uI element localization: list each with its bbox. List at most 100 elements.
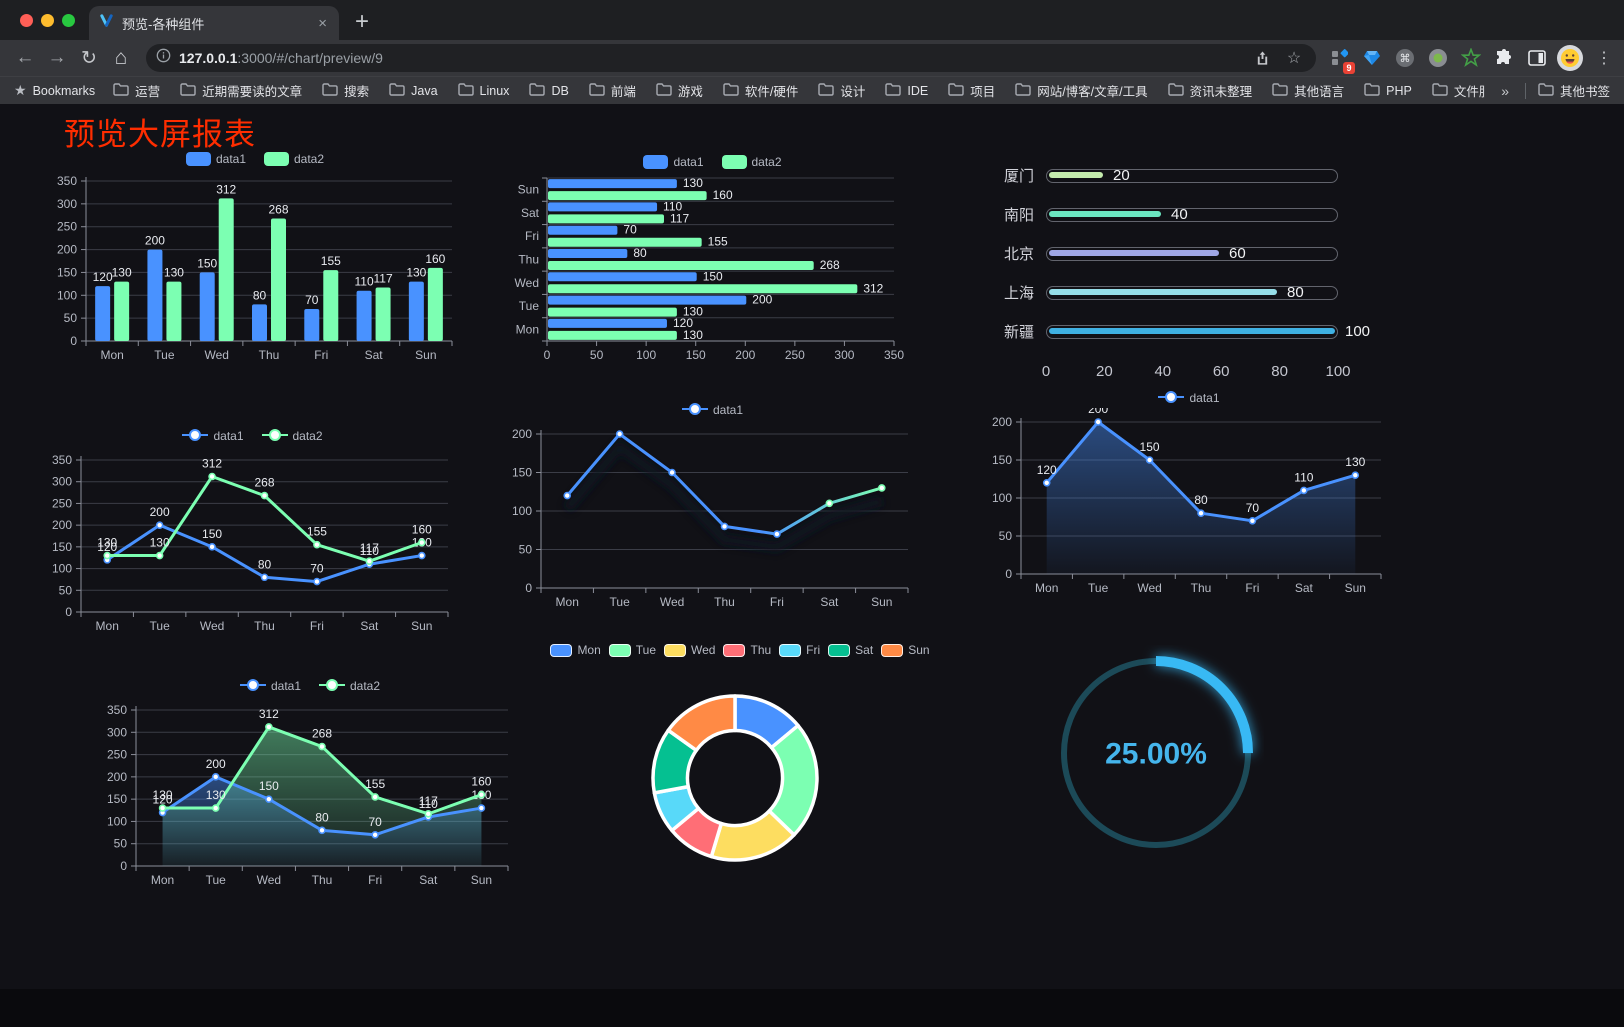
svg-text:150: 150 [1140,440,1160,454]
chart-area-single[interactable]: data1 0 50 100 150 200 Mon Tue Wed Thu Fri Sat Sun 12… [985,388,1393,600]
tab-close-icon[interactable]: × [318,14,327,32]
progress-track[interactable]: 80 [1046,284,1338,301]
chart-donut[interactable]: Mon Tue Wed Thu Fri Sat Sun [550,640,930,882]
extension-command-icon[interactable]: ⌘ [1392,45,1418,71]
bookmark-folder[interactable]: 项目 [948,81,995,100]
svg-text:Tue: Tue [519,299,540,313]
legend-item-tue[interactable]: Tue [608,643,656,657]
progress-track[interactable]: 60 [1046,244,1338,262]
window-zoom-button[interactable] [62,13,75,27]
svg-text:70: 70 [1246,501,1260,515]
extensions-puzzle-icon[interactable] [1491,45,1517,71]
chart-city-progress[interactable]: 厦门 20 南阳 40 北京 60 上海 80 新疆 100 0 20 40 60 80 100 [1000,156,1370,386]
bookmark-folder[interactable]: DB [529,82,569,99]
chart-line-two-series[interactable]: data1 data2 0 50 100 150 200 250 300 350 Mon Tue Wed… [45,426,460,638]
extension-grid-icon[interactable]: 9 [1326,45,1355,74]
legend-item-data1[interactable]: data1 [681,402,743,419]
bookmark-folder[interactable]: 设计 [818,81,865,100]
bookmark-folder[interactable]: 近期需要读的文章 [180,81,302,100]
progress-axis: 0 20 40 60 80 100 [1041,363,1351,380]
browser-tab[interactable]: 预览-各种组件 × [89,6,339,40]
bookmark-folder[interactable]: 文件服务器 [1432,81,1485,100]
svg-text:Fri: Fri [310,619,324,633]
reload-button[interactable]: ↻ [74,43,104,73]
legend-item-data2[interactable]: data2 [721,155,782,169]
svg-text:0: 0 [544,348,551,362]
bookmark-folder[interactable]: IDE [885,82,928,99]
progress-value: 60 [1229,244,1246,262]
back-button[interactable]: ← [10,43,40,73]
bookmark-folder[interactable]: 软件/硬件 [723,81,798,100]
folder-icon [948,82,964,99]
svg-text:160: 160 [713,188,733,202]
forward-button[interactable]: → [42,43,72,73]
extension-green-star-icon[interactable] [1458,45,1484,71]
progress-label: 厦门 [1003,168,1034,185]
share-icon[interactable] [1250,46,1274,70]
extension-gem-icon[interactable] [1359,45,1385,71]
profile-avatar[interactable] [1557,45,1583,71]
svg-text:250: 250 [785,348,805,362]
bookmark-folder-list: 运营 近期需要读的文章 搜索 Java Linux DB 前端 游戏 软件/硬件 设计 IDE 项目 网… [113,81,1485,100]
bookmark-folder[interactable]: 前端 [589,81,636,100]
bookmark-folder[interactable]: 运营 [113,81,160,100]
site-info-icon[interactable] [156,48,171,68]
bookmark-folder[interactable]: 搜索 [322,81,369,100]
legend-item-fri[interactable]: Fri [779,643,820,657]
svg-text:Tue: Tue [206,873,227,887]
chart-bar-vertical[interactable]: data1 data2 0 50 100 150 200 250 300 350 Mon Tue Wed… [50,149,460,367]
bookmark-folder[interactable]: PHP [1364,82,1412,99]
progress-track[interactable]: 40 [1046,206,1338,223]
extension-record-icon[interactable] [1425,45,1451,71]
browser-menu-icon[interactable]: ⋮ [1590,47,1612,69]
progress-track[interactable]: 100 [1046,323,1370,340]
progress-fill [1049,171,1103,178]
chart-line-gradient[interactable]: data1 0 50 100 150 200 Mon Tue Wed Thu Fri Sat Sun [505,400,920,614]
legend-item-sat[interactable]: Sat [828,643,873,657]
home-button[interactable]: ⌂ [106,43,136,73]
svg-text:350: 350 [884,348,904,362]
svg-text:130: 130 [1345,455,1365,469]
svg-text:50: 50 [64,311,78,325]
legend-item-data1[interactable]: data1 [182,428,244,445]
window-close-button[interactable] [20,13,33,27]
svg-text:Mon: Mon [1035,581,1058,595]
window-minimize-button[interactable] [41,13,54,27]
svg-text:268: 268 [820,258,840,272]
chart-gauge[interactable]: 25.00% [1048,645,1264,861]
legend-item-wed[interactable]: Wed [664,643,715,657]
legend-item-mon[interactable]: Mon [550,643,601,657]
legend-item-sun[interactable]: Sun [881,643,930,657]
svg-text:Fri: Fri [525,229,539,243]
other-bookmarks-folder[interactable]: 其他书签 [1538,81,1610,100]
legend-item-data2[interactable]: data2 [261,428,323,445]
bookmark-folder[interactable]: 网站/博客/文章/工具 [1015,81,1148,100]
legend-item-data1[interactable]: data1 [239,678,301,695]
address-bar[interactable]: 127.0.0.1:3000/#/chart/preview/9 ☆ [146,44,1316,72]
legend-item-data2[interactable]: data2 [264,152,324,166]
svg-text:100: 100 [992,491,1012,505]
svg-text:Tue: Tue [150,619,171,633]
svg-text:130: 130 [683,176,703,190]
bookmark-folder[interactable]: 游戏 [656,81,703,100]
legend-item-data1[interactable]: data1 [185,152,246,166]
bookmark-folder[interactable]: Linux [457,82,509,99]
chart-bar-horizontal[interactable]: data1 data2 Mon Tue Wed Thu Fri Sat Sun 0 50 100 150… [505,152,920,367]
legend-item-data2[interactable]: data2 [319,678,380,695]
chart-area-two-series[interactable]: data1 data2 0 50 100 150 200 250 300 350 Mon Tue Wed… [100,676,520,892]
legend-item-data1[interactable]: data1 [1158,390,1220,407]
svg-text:312: 312 [259,707,279,721]
progress-track[interactable]: 20 [1046,167,1338,184]
bookmark-folder[interactable]: 资讯未整理 [1167,81,1252,100]
bookmark-star-icon[interactable]: ☆ [1282,46,1306,70]
new-tab-button[interactable]: + [355,8,370,35]
bookmark-folder[interactable]: 其他语言 [1272,81,1344,100]
page-footer-strip [0,989,1624,1027]
bookmark-folder[interactable]: Java [389,82,438,99]
svg-text:100: 100 [636,348,656,362]
legend-item-data1[interactable]: data1 [643,155,704,169]
side-panel-icon[interactable] [1524,45,1550,71]
folder-icon [1538,82,1554,99]
bookmarks-overflow-chevron[interactable]: » [1495,82,1515,100]
legend-item-thu[interactable]: Thu [723,643,771,657]
